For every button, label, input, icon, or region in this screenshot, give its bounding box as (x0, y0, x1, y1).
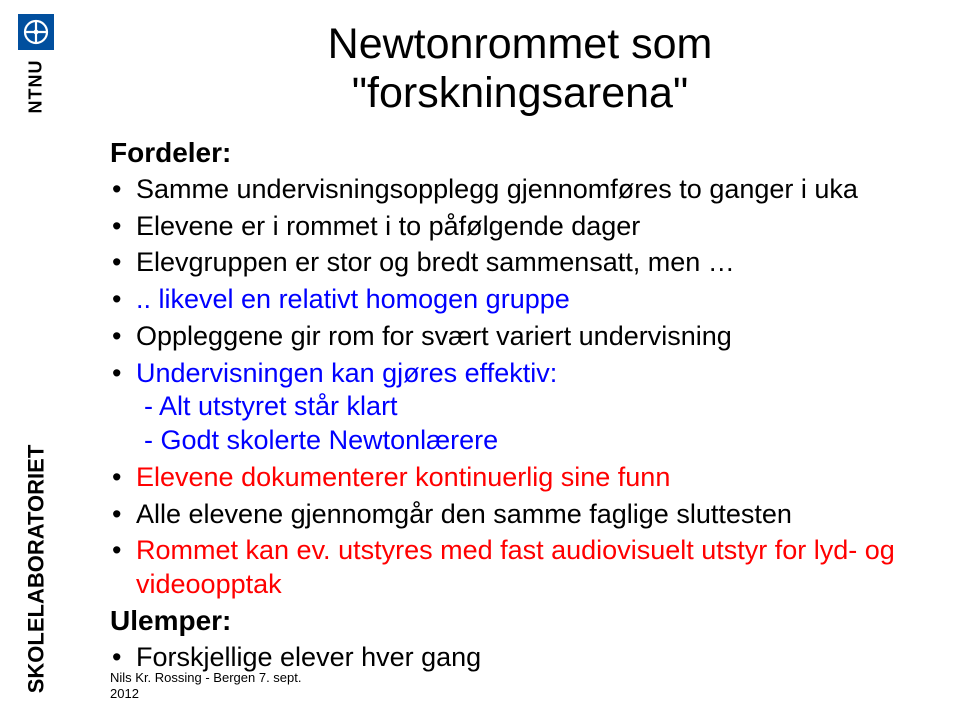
sub-list: - Alt utstyret står klart - Godt skolert… (136, 390, 930, 458)
ntnu-logo: NTNU (9, 14, 63, 97)
left-rail: NTNU SKOLELABORATORIET (0, 0, 72, 716)
slide-content: Newtonrommet som "forskningsarena" Forde… (110, 20, 930, 678)
title-line-2: "forskningsarena" (352, 69, 688, 117)
ntnu-logo-text: NTNU (26, 60, 47, 114)
fordeler-list: Samme undervisningsopplegg gjennomføres … (110, 173, 930, 602)
list-item-text: Elevene er i rommet i to påfølgende dage… (136, 211, 640, 241)
fordeler-label: Fordeler: (110, 137, 930, 169)
list-item: Samme undervisningsopplegg gjennomføres … (110, 173, 930, 207)
title-line-1: Newtonrommet som (328, 20, 713, 68)
slide-footer: Nils Kr. Rossing - Bergen 7. sept. 2012 (110, 670, 301, 703)
list-item: Undervisningen kan gjøres effektiv: - Al… (110, 357, 930, 458)
list-item-text: Elevene dokumenterer kontinuerlig sine f… (136, 462, 670, 492)
list-item-text: Forskjellige elever hver gang (136, 642, 481, 672)
list-item: Oppleggene gir rom for svært variert und… (110, 320, 930, 354)
sub-list-item: - Alt utstyret står klart (144, 390, 930, 424)
ntnu-logo-icon (18, 14, 54, 50)
list-item: Elevene dokumenterer kontinuerlig sine f… (110, 461, 930, 495)
list-item-text: Samme undervisningsopplegg gjennomføres … (136, 174, 858, 204)
footer-line-2: 2012 (110, 686, 139, 701)
slide-title: Newtonrommet som "forskningsarena" (110, 20, 930, 119)
list-item: Elevgruppen er stor og bredt sammensatt,… (110, 246, 930, 280)
list-item-text: .. likevel en relativt homogen gruppe (136, 284, 570, 314)
list-item: Elevene er i rommet i to påfølgende dage… (110, 210, 930, 244)
list-item-text: Rommet kan ev. utstyres med fast audiovi… (136, 535, 895, 599)
ulemper-label: Ulemper: (110, 605, 930, 637)
list-item-text: Undervisningen kan gjøres effektiv: (136, 358, 557, 388)
list-item-text: Alle elevene gjennomgår den samme faglig… (136, 499, 792, 529)
list-item: Rommet kan ev. utstyres med fast audiovi… (110, 534, 930, 602)
list-item: Alle elevene gjennomgår den samme faglig… (110, 498, 930, 532)
footer-line-1: Nils Kr. Rossing - Bergen 7. sept. (110, 670, 301, 685)
list-item-text: Oppleggene gir rom for svært variert und… (136, 321, 732, 351)
list-item-text: Elevgruppen er stor og bredt sammensatt,… (136, 247, 735, 277)
rail-vertical-label: SKOLELABORATORIET (23, 445, 49, 694)
list-item: .. likevel en relativt homogen gruppe (110, 283, 930, 317)
sub-list-item: - Godt skolerte Newtonlærere (144, 424, 930, 458)
